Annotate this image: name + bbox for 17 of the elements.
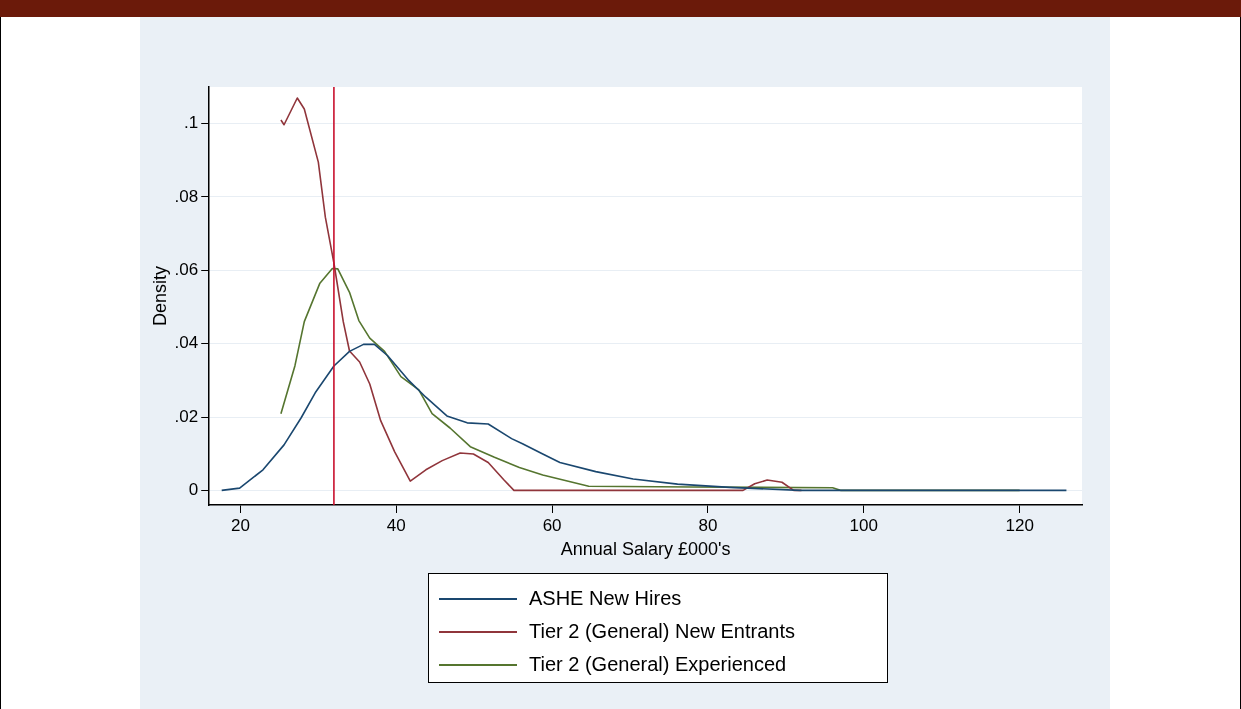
- y-tick-label: .1: [184, 113, 199, 133]
- x-tick-label: 120: [1005, 515, 1034, 535]
- x-tick-label: 20: [230, 515, 250, 535]
- x-axis-title: Annual Salary £000's: [560, 539, 731, 560]
- legend-label: ASHE New Hires: [529, 587, 682, 610]
- y-tick-label: .04: [174, 333, 199, 353]
- x-tick-label: 80: [698, 515, 718, 535]
- x-tick-label: 100: [849, 515, 878, 535]
- x-tick-label: 60: [542, 515, 562, 535]
- y-tick-label: 0: [188, 480, 199, 500]
- y-tick-label: .06: [174, 260, 199, 280]
- legend-label: Tier 2 (General) Experienced: [529, 653, 787, 676]
- legend-label: Tier 2 (General) New Entrants: [529, 620, 796, 643]
- x-tick-label: 40: [386, 515, 406, 535]
- y-tick-label: .08: [174, 186, 199, 206]
- y-tick-label: .02: [174, 406, 199, 426]
- y-axis-title: Density: [149, 265, 170, 327]
